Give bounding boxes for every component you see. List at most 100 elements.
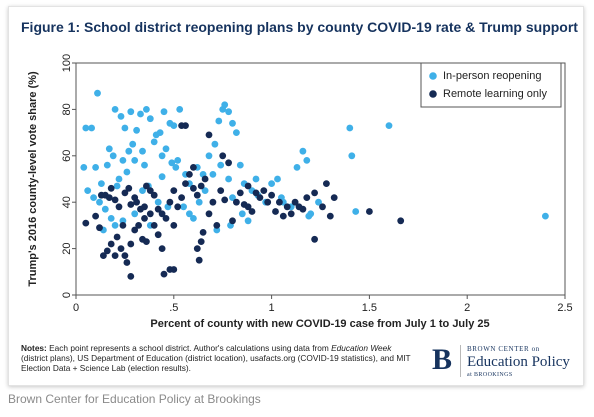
logo-line-2: Education Policy: [467, 354, 570, 370]
in-person-point: [125, 147, 133, 155]
remote-point: [158, 210, 166, 218]
remote-point: [190, 184, 197, 192]
in-person-point: [385, 122, 393, 129]
data-points: [80, 89, 549, 280]
notes-label: Notes:: [21, 343, 47, 353]
remote-point: [146, 210, 154, 218]
x-tick-label: 1.5: [362, 302, 377, 314]
remote-point: [170, 222, 178, 229]
remote-point: [141, 215, 148, 222]
remote-point: [117, 245, 125, 253]
remote-point: [100, 252, 107, 259]
in-person-point: [133, 126, 140, 134]
in-person-point: [303, 157, 311, 164]
remote-point: [221, 196, 229, 204]
logo-line-3: at BROOKINGS: [467, 372, 513, 378]
in-person-point: [174, 157, 182, 164]
in-person-point: [236, 161, 244, 169]
in-person-point: [233, 129, 240, 136]
remote-point: [123, 259, 131, 266]
in-person-point: [209, 171, 217, 178]
in-person-point: [180, 203, 188, 211]
in-person-point: [150, 138, 158, 146]
in-person-point: [139, 187, 146, 195]
in-person-point: [117, 113, 125, 120]
in-person-point: [107, 215, 115, 222]
remote-point: [256, 194, 264, 202]
remote-point: [105, 194, 113, 202]
x-axis-label: Percent of county with new COVID-19 case…: [150, 318, 489, 330]
remote-point: [131, 226, 139, 234]
remote-point: [162, 215, 170, 222]
remote-point: [260, 187, 268, 195]
remote-point: [107, 240, 115, 248]
remote-point: [201, 175, 209, 183]
in-person-point: [305, 212, 313, 220]
remote-point: [205, 210, 213, 218]
in-person-point: [244, 217, 252, 225]
remote-point: [219, 152, 227, 160]
remote-point: [279, 212, 287, 220]
notes-text-1: Each point represents a school district.…: [46, 343, 332, 353]
in-person-point: [94, 89, 101, 97]
in-person-point: [170, 122, 178, 129]
chart-legend: In-person reopening Remote learning only: [420, 62, 562, 108]
in-person-point: [152, 131, 160, 139]
remote-point: [233, 198, 240, 206]
remote-point: [174, 203, 182, 211]
logo-mark: B: [431, 343, 452, 376]
remote-point: [319, 203, 326, 211]
in-person-point: [158, 152, 166, 160]
x-tick-label: 2.5: [557, 302, 572, 314]
x-tick-label: .5: [169, 302, 178, 314]
remote-point: [283, 203, 291, 211]
legend-label: Remote learning only: [443, 88, 547, 100]
remote-point: [213, 222, 221, 229]
remote-point: [268, 191, 275, 199]
brown-center-logo: B BROWN CENTER on Education Policy at BR…: [427, 343, 577, 387]
y-tick-label: 80: [61, 103, 73, 115]
in-person-point: [137, 110, 144, 118]
scatter-chart: 0 20 40 60 80 100 0 .5 1 1.5 2 2.5 In-person reopen…: [27, 54, 573, 330]
y-tick-label: 60: [61, 150, 73, 162]
in-person-point: [119, 157, 127, 164]
in-person-point: [90, 194, 97, 202]
in-person-point: [293, 164, 301, 171]
remote-point: [244, 203, 252, 211]
remote-point: [82, 219, 90, 227]
in-person-point: [131, 210, 139, 218]
in-person-point: [129, 140, 137, 148]
in-person-point: [352, 208, 360, 215]
in-person-point: [103, 161, 111, 169]
in-person-point: [315, 198, 322, 206]
in-person-point: [221, 101, 229, 109]
remote-point: [182, 122, 189, 129]
in-person-point: [105, 145, 113, 153]
remote-point: [166, 198, 174, 206]
figure-card: Figure 1: School district reopening plan…: [8, 6, 584, 386]
in-person-point: [215, 117, 223, 125]
remote-point: [154, 231, 162, 239]
in-person-point: [131, 157, 139, 164]
in-person-point: [143, 106, 150, 113]
image-caption: Brown Center for Education Policy at Bro…: [8, 392, 261, 406]
in-person-point: [98, 180, 105, 188]
remote-point: [366, 208, 373, 215]
remote-point: [225, 159, 233, 167]
remote-point: [195, 256, 203, 264]
remote-point: [229, 217, 236, 225]
in-person-point: [225, 108, 233, 116]
remote-point: [141, 203, 148, 211]
remote-point: [127, 240, 135, 248]
remote-point: [154, 205, 162, 213]
in-person-point: [111, 222, 119, 229]
chart-notes: Notes: Each point represents a school di…: [21, 343, 417, 373]
x-tick-label: 0: [73, 302, 79, 314]
remote-point: [125, 184, 133, 192]
remote-point: [299, 205, 307, 213]
remote-point: [135, 222, 142, 229]
in-person-point: [109, 152, 117, 160]
remote-point: [291, 198, 299, 206]
in-person-point: [225, 175, 233, 183]
remote-point: [160, 270, 168, 278]
